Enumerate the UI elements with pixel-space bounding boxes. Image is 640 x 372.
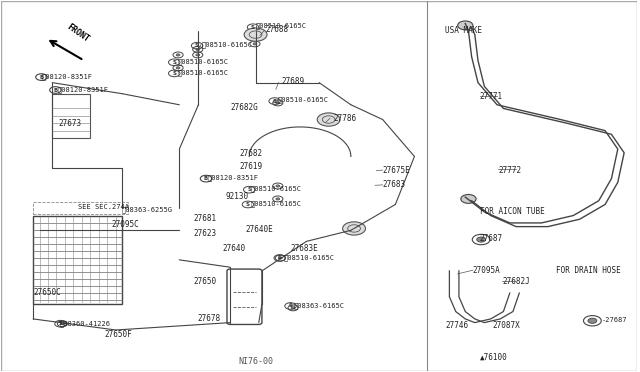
- Circle shape: [176, 54, 180, 56]
- Text: Ⓝ08510-6165C: Ⓝ08510-6165C: [278, 97, 329, 103]
- Text: Ⓝ08510-6165C: Ⓝ08510-6165C: [284, 255, 335, 261]
- Text: 27673: 27673: [59, 119, 82, 128]
- Text: Ⓝ08360-41226: Ⓝ08360-41226: [60, 320, 111, 327]
- Text: S: S: [273, 99, 276, 103]
- Circle shape: [291, 307, 295, 309]
- Circle shape: [276, 198, 280, 200]
- Text: S: S: [172, 71, 176, 76]
- Text: 27682G: 27682G: [230, 103, 258, 112]
- Text: 92130: 92130: [225, 192, 248, 201]
- Text: 27689: 27689: [281, 77, 304, 86]
- Text: Ⓝ08510-6165C: Ⓝ08510-6165C: [255, 23, 307, 29]
- Text: 27683E: 27683E: [291, 244, 318, 253]
- Circle shape: [588, 318, 597, 323]
- Text: 27095C: 27095C: [111, 219, 139, 228]
- Text: 27683: 27683: [383, 180, 406, 189]
- Text: B: B: [53, 87, 58, 93]
- Text: ▲76100: ▲76100: [480, 352, 508, 362]
- Circle shape: [317, 113, 340, 126]
- Text: 27688: 27688: [265, 25, 288, 33]
- Text: 27095A: 27095A: [473, 266, 500, 275]
- Text: S: S: [195, 43, 199, 48]
- Text: Ⓝ08510-6165C: Ⓝ08510-6165C: [177, 69, 228, 76]
- Circle shape: [253, 33, 257, 36]
- Circle shape: [342, 222, 365, 235]
- Circle shape: [461, 195, 476, 203]
- Circle shape: [196, 48, 200, 51]
- Text: FRONT: FRONT: [65, 22, 91, 44]
- Text: NI76-00: NI76-00: [238, 357, 273, 366]
- Text: 27682: 27682: [240, 149, 263, 158]
- Text: 27786: 27786: [333, 114, 357, 123]
- Text: S: S: [58, 321, 63, 326]
- Text: FOR AICON TUBE: FOR AICON TUBE: [480, 206, 545, 216]
- Text: 27640: 27640: [223, 244, 246, 253]
- Text: 27623: 27623: [193, 229, 216, 238]
- Text: S: S: [247, 187, 252, 192]
- Text: ⒲08120-8351F: ⒲08120-8351F: [58, 86, 108, 93]
- Text: 27650C: 27650C: [33, 288, 61, 297]
- Text: 27771: 27771: [480, 92, 503, 101]
- Text: 27687: 27687: [480, 234, 503, 243]
- Circle shape: [61, 323, 64, 325]
- Circle shape: [278, 257, 282, 259]
- Text: -27687: -27687: [602, 317, 627, 323]
- Circle shape: [196, 54, 200, 56]
- Text: Ⓝ08363-6165C: Ⓝ08363-6165C: [294, 302, 345, 308]
- Text: Ⓝ08510-6165C: Ⓝ08510-6165C: [177, 58, 228, 64]
- Text: S: S: [172, 60, 176, 65]
- Circle shape: [477, 237, 486, 242]
- Text: 27746: 27746: [445, 321, 468, 330]
- Text: Ⓝ08510-6165C: Ⓝ08510-6165C: [202, 41, 253, 48]
- Text: 27650: 27650: [193, 277, 216, 286]
- Circle shape: [276, 185, 280, 187]
- Text: Ⓝ08510-6165C: Ⓝ08510-6165C: [251, 185, 302, 192]
- Text: ⒲08120-8351F: ⒲08120-8351F: [42, 73, 92, 80]
- Text: 27619: 27619: [240, 162, 263, 171]
- Text: 27678: 27678: [197, 314, 220, 323]
- Text: S: S: [278, 256, 282, 260]
- Text: FOR DRAIN HOSE: FOR DRAIN HOSE: [556, 266, 621, 275]
- Text: Ⓝ08363-6255G: Ⓝ08363-6255G: [122, 206, 173, 212]
- Text: ⒲08120-8351F: ⒲08120-8351F: [208, 174, 259, 181]
- Text: B: B: [204, 176, 208, 181]
- Text: 27640E: 27640E: [245, 225, 273, 234]
- Circle shape: [244, 28, 267, 41]
- Text: S: S: [246, 202, 250, 207]
- Circle shape: [276, 102, 280, 104]
- Text: 27772: 27772: [499, 166, 522, 175]
- Text: S: S: [251, 25, 255, 30]
- Text: 27650F: 27650F: [104, 330, 132, 339]
- Text: 27682J: 27682J: [502, 277, 530, 286]
- Text: 27681: 27681: [193, 214, 216, 223]
- Text: 27675E: 27675E: [383, 166, 410, 174]
- Text: S: S: [289, 304, 292, 308]
- Circle shape: [253, 43, 257, 45]
- Text: Ⓝ08510-6165C: Ⓝ08510-6165C: [251, 200, 302, 207]
- Circle shape: [458, 21, 473, 30]
- Circle shape: [176, 67, 180, 69]
- Text: B: B: [39, 74, 44, 80]
- Text: USA MAKE: USA MAKE: [445, 26, 482, 35]
- Text: 27087X: 27087X: [493, 321, 520, 330]
- Text: SEE SEC.274A: SEE SEC.274A: [77, 205, 129, 211]
